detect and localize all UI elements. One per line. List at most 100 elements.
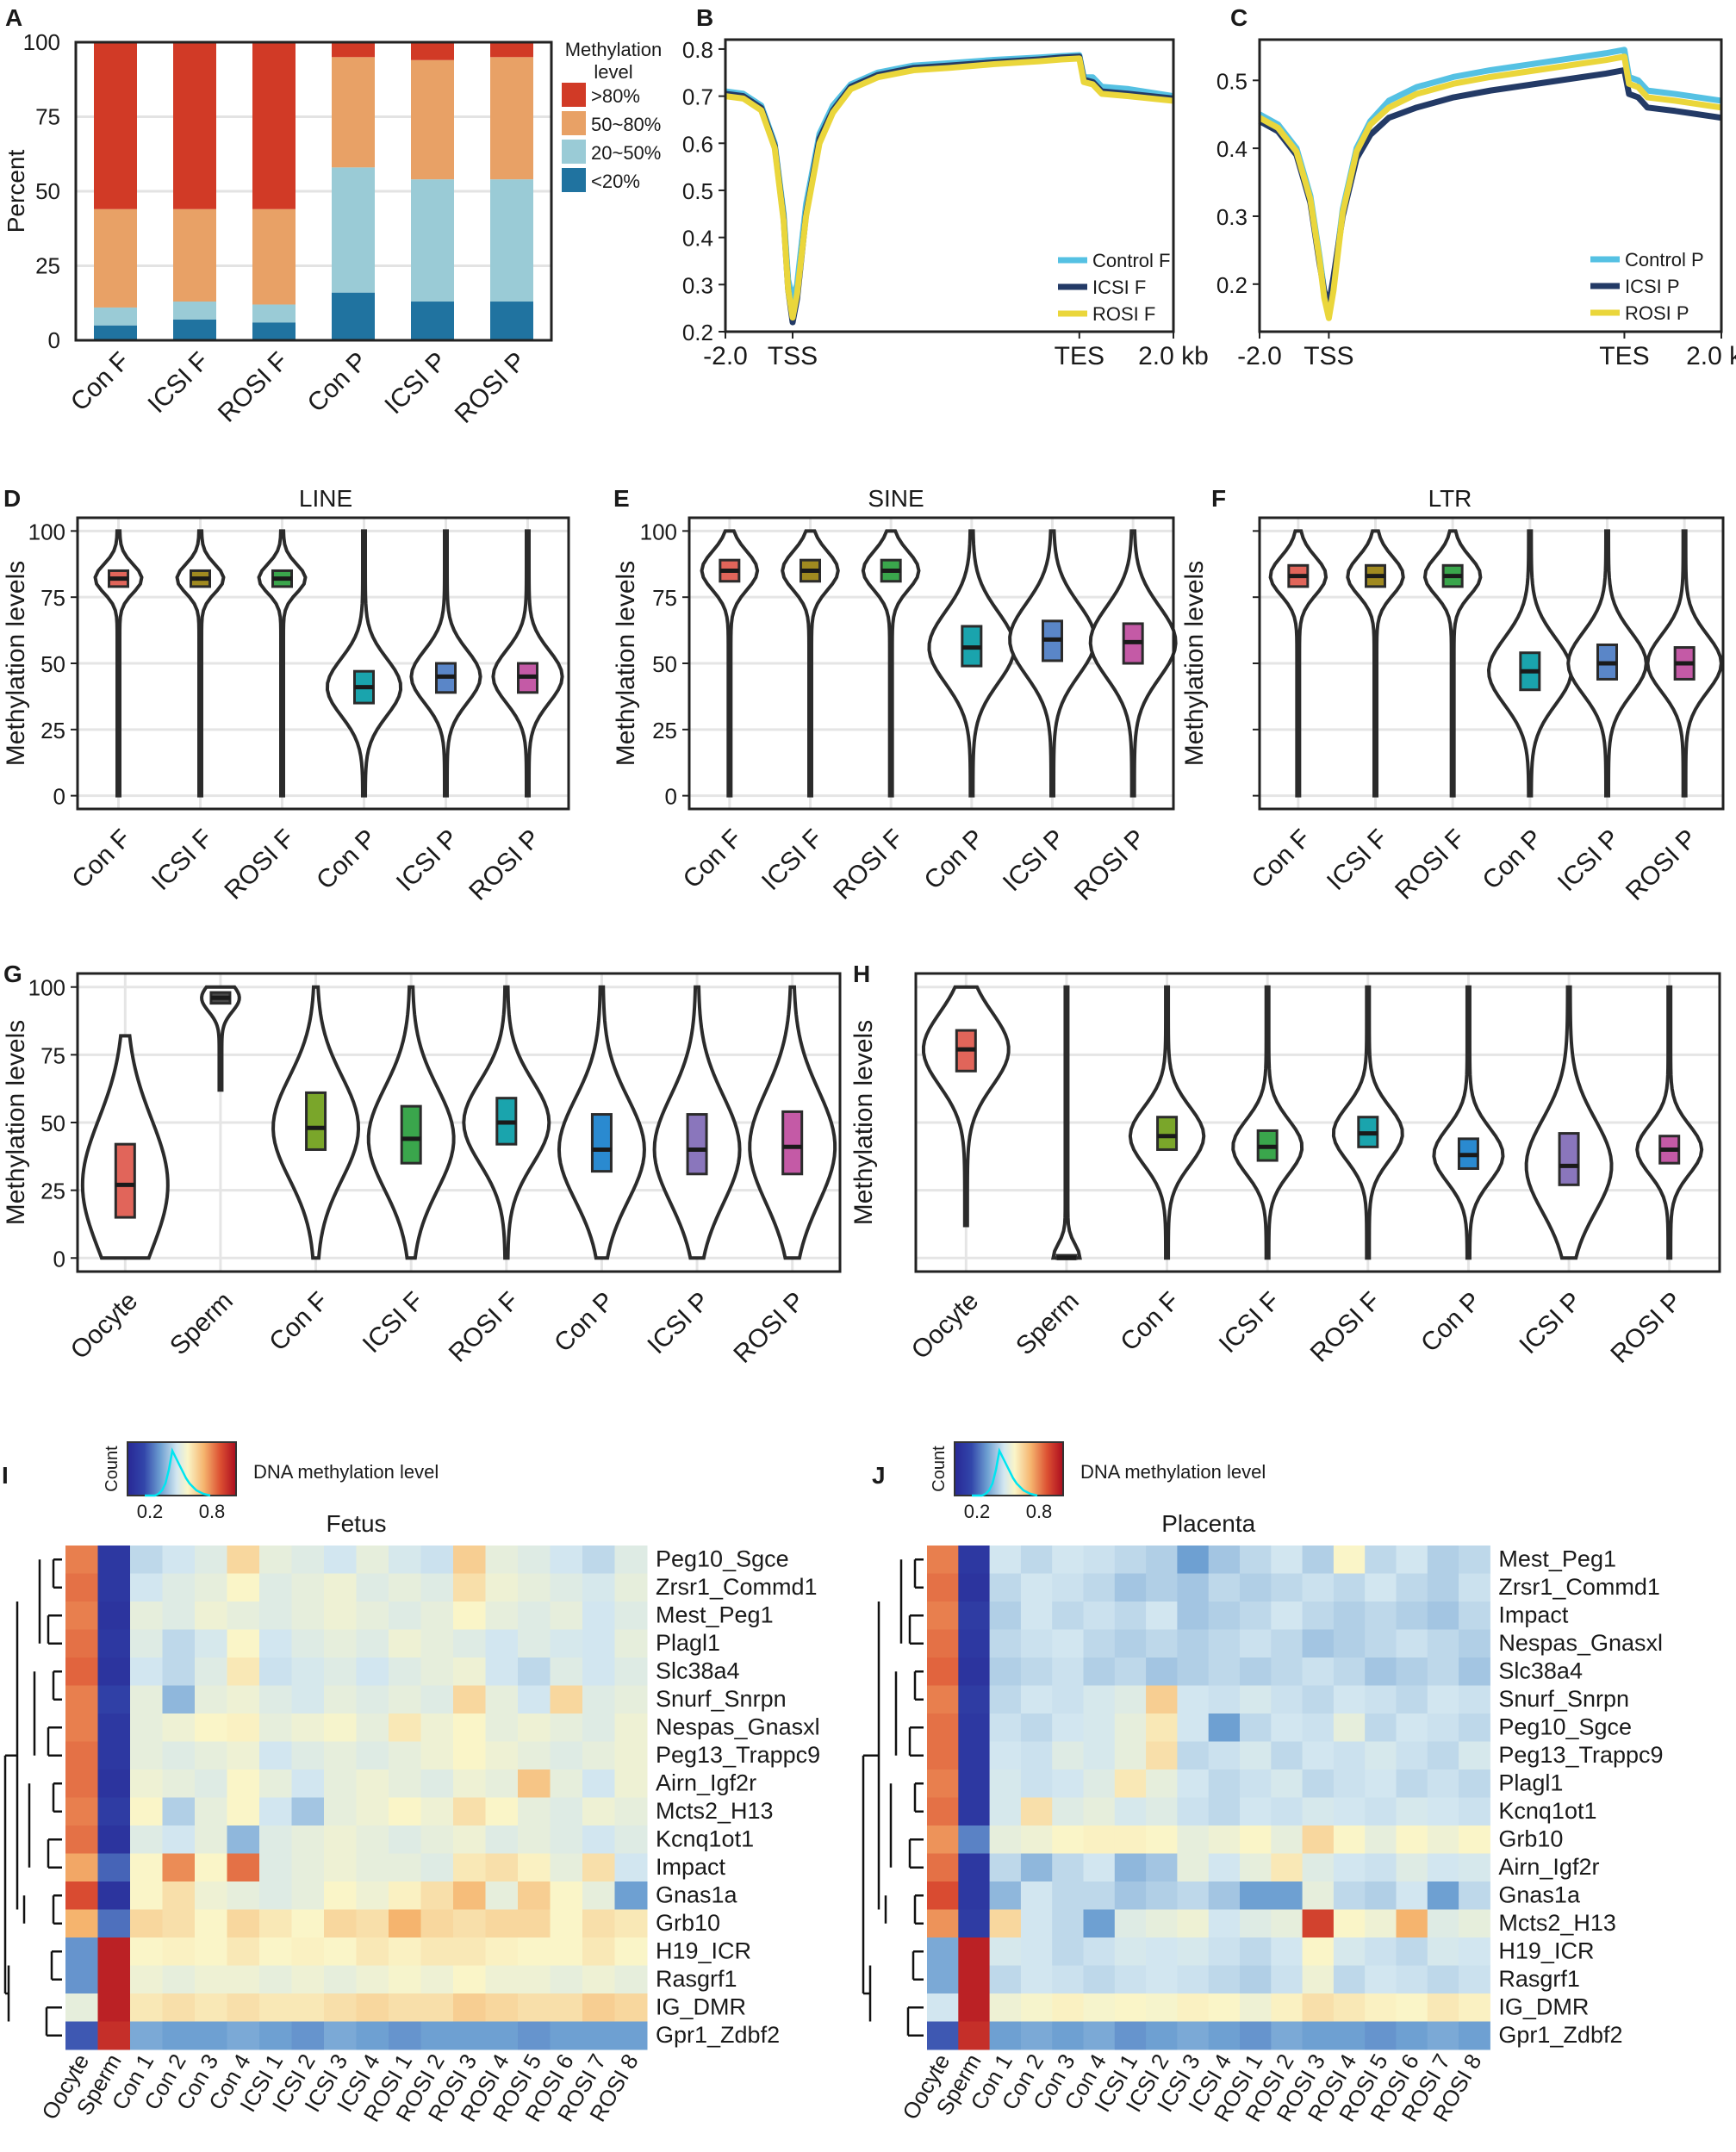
heatmap-cell bbox=[1083, 1602, 1116, 1630]
heatmap-cell bbox=[958, 2021, 991, 2050]
heatmap-cell bbox=[485, 1573, 519, 1602]
heatmap-cell bbox=[356, 1937, 389, 1966]
y-axis-label: Methylation levels bbox=[2, 1020, 30, 1225]
heatmap-cell bbox=[291, 2021, 325, 2050]
heatmap-cell bbox=[324, 1965, 357, 1994]
heatmap-cell bbox=[989, 1797, 1022, 1826]
heatmap-cell bbox=[1146, 1546, 1178, 1574]
heatmap-cell bbox=[130, 1825, 163, 1854]
heatmap-cell bbox=[614, 1658, 648, 1686]
colorbar-cell bbox=[982, 1442, 984, 1496]
colorbar-cell bbox=[1019, 1442, 1021, 1496]
colorbar-axis-label: Count bbox=[103, 1446, 121, 1492]
heatmap-cell bbox=[1177, 1797, 1210, 1826]
heatmap-cell bbox=[1083, 1993, 1116, 2022]
heatmap-cell bbox=[1020, 1965, 1053, 1994]
heatmap-cell bbox=[1333, 1965, 1366, 1994]
heatmap-cell bbox=[195, 1629, 227, 1658]
colorbar-tick: 0.8 bbox=[1026, 1501, 1053, 1522]
heatmap-cell bbox=[1020, 1993, 1053, 2022]
heatmap-cell bbox=[1459, 1629, 1490, 1658]
heatmap-cell bbox=[195, 1546, 227, 1574]
heatmap-cell bbox=[453, 1685, 486, 1714]
heatmap-cell bbox=[1271, 1573, 1304, 1602]
colorbar-cell bbox=[159, 1442, 161, 1496]
heatmap-cell bbox=[1052, 1685, 1084, 1714]
colorbar-cell bbox=[986, 1442, 987, 1496]
heatmap-cell bbox=[927, 1993, 959, 2022]
heatmap-cell bbox=[389, 1909, 421, 1938]
heatmap-cell bbox=[195, 2021, 227, 2050]
heatmap-cell bbox=[1146, 1965, 1178, 1994]
heatmap-cell bbox=[420, 1658, 454, 1686]
heatmap-cell bbox=[259, 1685, 292, 1714]
heatmap-cell bbox=[162, 1825, 196, 1854]
heatmap-cell bbox=[227, 1546, 260, 1574]
heatmap-cell bbox=[65, 1685, 98, 1714]
heatmap-cell bbox=[453, 1825, 486, 1854]
colorbar-cell bbox=[212, 1442, 214, 1496]
x-tick-label: ROSI F bbox=[828, 824, 909, 905]
heatmap-cell bbox=[1365, 1714, 1397, 1742]
heatmap-cell bbox=[130, 1741, 163, 1770]
heatmap-cell bbox=[989, 1741, 1022, 1770]
heatmap-cell bbox=[614, 1685, 648, 1714]
heatmap-cell bbox=[1365, 1909, 1397, 1938]
heatmap-cell bbox=[356, 1546, 389, 1574]
heatmap-cell bbox=[550, 1881, 583, 1910]
heatmap-cell bbox=[958, 1602, 991, 1630]
panel-label: I bbox=[2, 1462, 9, 1489]
heatmap-cell bbox=[1114, 1769, 1147, 1798]
heatmap-cell bbox=[420, 1741, 454, 1770]
bar-segment bbox=[252, 42, 296, 209]
heatmap-cell bbox=[324, 1937, 357, 1966]
y-tick-label: 50 bbox=[40, 1110, 65, 1136]
heatmap-cell bbox=[1271, 1909, 1304, 1938]
plot-frame bbox=[76, 972, 842, 1273]
heatmap-cell bbox=[989, 1965, 1022, 1994]
heatmap-cell bbox=[1146, 1993, 1178, 2022]
x-tick-label: ICSI P bbox=[1514, 1287, 1587, 1360]
colorbar-cell bbox=[139, 1442, 140, 1496]
colorbar-cell bbox=[964, 1442, 966, 1496]
heatmap-cell bbox=[614, 1714, 648, 1742]
heatmap-cell bbox=[550, 1602, 583, 1630]
heatmap-cell bbox=[1208, 1797, 1241, 1826]
x-tick-label: ICSI F bbox=[143, 347, 215, 419]
heatmap-cell bbox=[1459, 1714, 1490, 1742]
colorbar-cell bbox=[1048, 1442, 1050, 1496]
colorbar-cell bbox=[173, 1442, 175, 1496]
heatmap-cell bbox=[1177, 1546, 1210, 1574]
bar-segment bbox=[411, 59, 454, 180]
heatmap-cell bbox=[356, 1993, 389, 2022]
heatmap-cell bbox=[485, 1881, 519, 1910]
heatmap-cell bbox=[1208, 1546, 1241, 1574]
y-tick-label: 100 bbox=[28, 975, 65, 1001]
colorbar-cell bbox=[216, 1442, 218, 1496]
heatmap-cell bbox=[1240, 1602, 1272, 1630]
colorbar-cell bbox=[1011, 1442, 1012, 1496]
colorbar-cell bbox=[1055, 1442, 1056, 1496]
heatmap-cell bbox=[1302, 1658, 1335, 1686]
heatmap-cell bbox=[259, 1546, 292, 1574]
heatmap-cell bbox=[927, 1546, 959, 1574]
heatmap-cell bbox=[1146, 1573, 1178, 1602]
heatmap-cell bbox=[485, 1658, 519, 1686]
heatmap-cell bbox=[259, 1629, 292, 1658]
heatmap-cell bbox=[1459, 1658, 1490, 1686]
heatmap-cell bbox=[1114, 1881, 1147, 1910]
colorbar-frame bbox=[954, 1441, 1064, 1496]
heatmap-cell bbox=[389, 1573, 421, 1602]
heatmap-cell bbox=[195, 1685, 227, 1714]
colorbar-cell bbox=[198, 1442, 200, 1496]
heatmap-cell bbox=[550, 1629, 583, 1658]
heatmap-cell bbox=[420, 1546, 454, 1574]
violin-box bbox=[781, 1110, 804, 1176]
heatmap-cell bbox=[130, 1714, 163, 1742]
heatmap-cell bbox=[989, 1685, 1022, 1714]
colorbar-cell bbox=[1061, 1442, 1062, 1496]
row-label: Impact bbox=[1498, 1602, 1569, 1627]
plot-frame bbox=[76, 516, 570, 811]
colorbar-cell bbox=[150, 1442, 152, 1496]
